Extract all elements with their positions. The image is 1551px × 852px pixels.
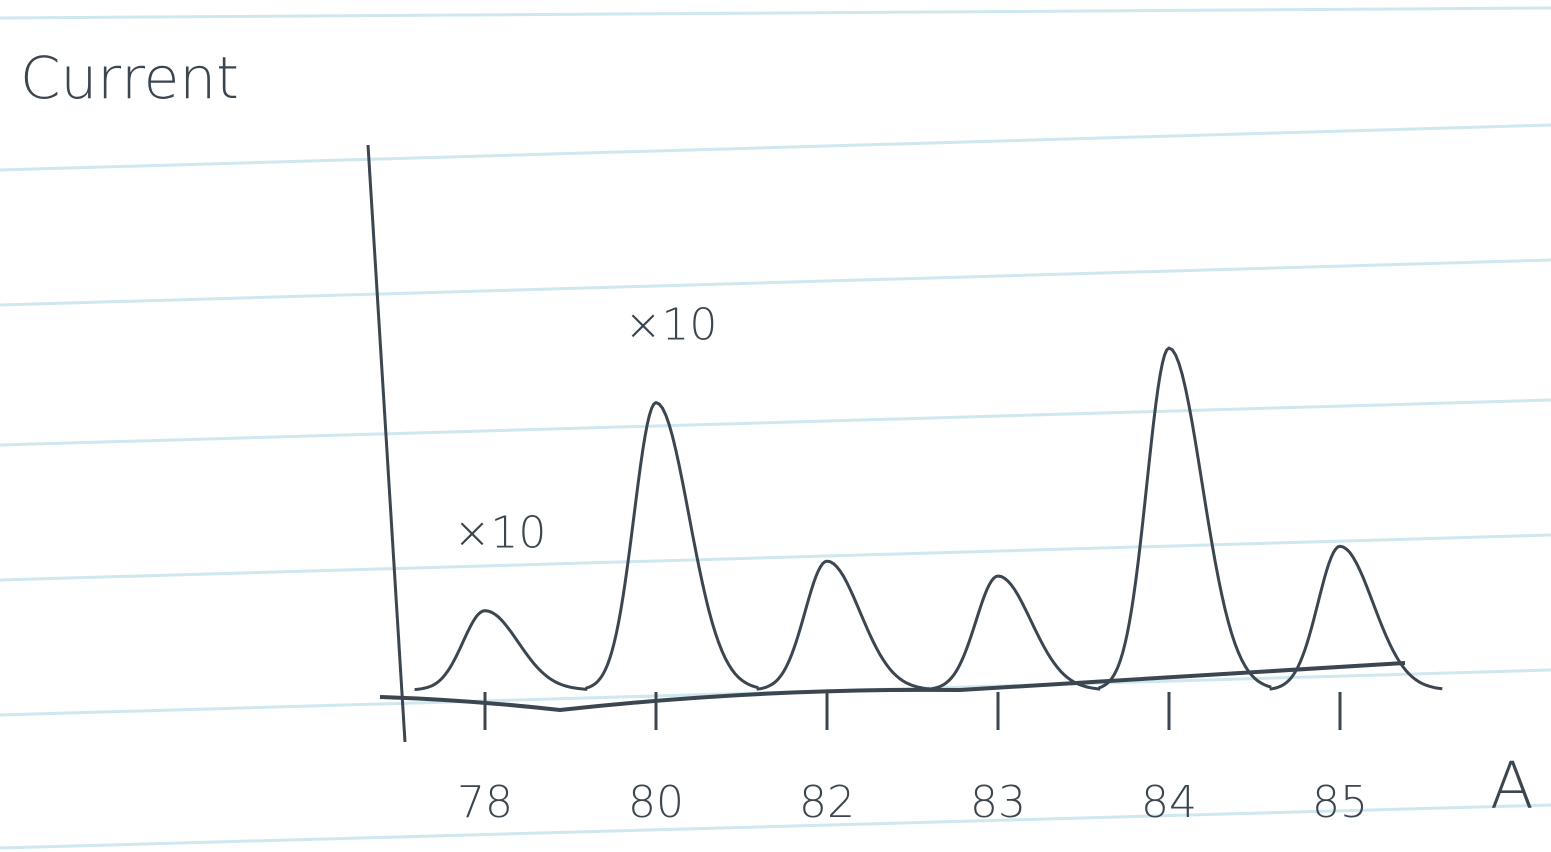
x-tick-label: 80 <box>628 777 684 828</box>
peak <box>586 403 759 689</box>
x-tick-label: 84 <box>1141 777 1197 828</box>
x-tick-label: 83 <box>970 777 1026 828</box>
x-tick-label: 82 <box>799 777 855 828</box>
ruled-paper <box>0 8 1551 848</box>
y-axis <box>368 145 405 742</box>
annotation: ×10 <box>625 300 718 351</box>
x-tick-label: 78 <box>457 777 513 828</box>
x-tick-label: 85 <box>1312 777 1368 828</box>
chart: Current A 78 80 82 83 84 85 ×10 ×10 <box>0 0 1551 852</box>
peak <box>928 576 1101 689</box>
y-axis-label: Current <box>20 44 239 112</box>
x-axis-label: A <box>1490 750 1534 824</box>
peak <box>757 561 930 689</box>
peak <box>1099 348 1272 688</box>
peak <box>415 611 588 690</box>
annotation: ×10 <box>454 508 547 559</box>
